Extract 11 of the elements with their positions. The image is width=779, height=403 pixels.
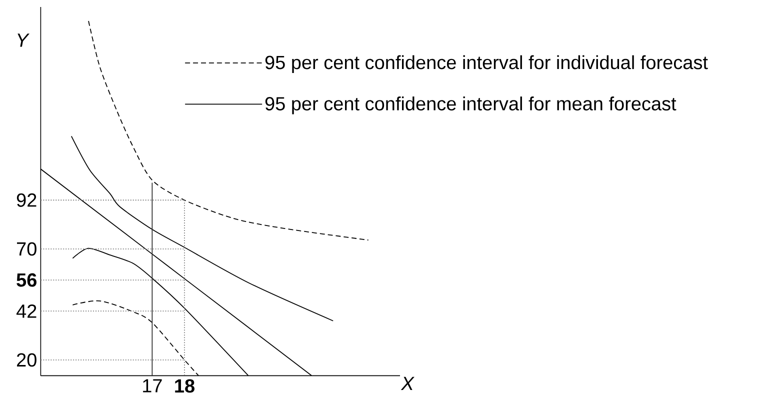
y-tick-label: 42 bbox=[16, 304, 36, 318]
x-tick-label: 18 bbox=[175, 379, 194, 393]
y-tick-label: 92 bbox=[16, 193, 36, 207]
y-tick-label: 20 bbox=[17, 353, 36, 367]
legend-label: 95 per cent confidence interval for mean forecast bbox=[265, 96, 676, 114]
y-tick-label: 56 bbox=[16, 273, 36, 287]
y-tick-label: 70 bbox=[17, 242, 36, 256]
y-axis-title: Y bbox=[18, 34, 30, 47]
legend-label: 95 per cent confidence interval for individual forecast bbox=[265, 55, 708, 73]
x-axis-title: X bbox=[400, 376, 414, 390]
x-tick-label: 17 bbox=[143, 379, 162, 392]
